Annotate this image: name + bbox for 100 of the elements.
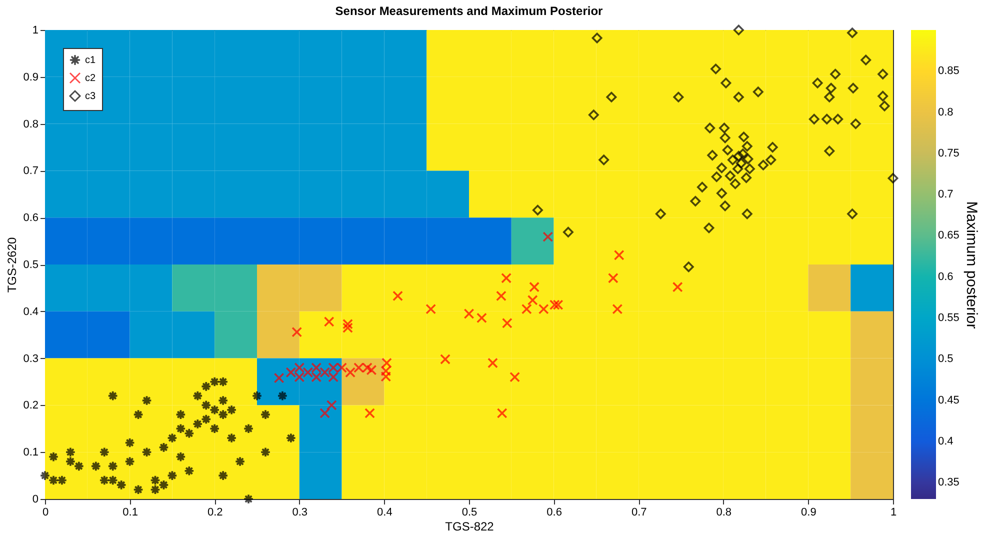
point [562, 226, 574, 238]
point [606, 92, 617, 102]
point [744, 164, 755, 174]
point [724, 170, 736, 182]
point [847, 208, 858, 220]
x-tick-label: 0.2 [207, 506, 223, 518]
x-tick-label: 0 [42, 506, 49, 518]
point [722, 144, 733, 156]
y-tick-label: 0.6 [23, 212, 38, 224]
point [832, 114, 844, 124]
point [733, 92, 744, 102]
point [608, 272, 618, 284]
point [690, 196, 701, 206]
point [532, 204, 543, 216]
point [476, 312, 487, 324]
x-tick-label: 0.9 [801, 506, 816, 518]
point [758, 160, 768, 170]
point [529, 282, 540, 292]
point [830, 68, 841, 80]
point [767, 142, 778, 152]
point [738, 132, 749, 142]
point [382, 358, 392, 368]
point [510, 372, 520, 382]
color-bar-label: 0.6 [938, 270, 954, 283]
color-bar-label: 0.65 [938, 230, 960, 242]
y-tick-label: 0.2 [23, 400, 38, 412]
x-tick-label: 0.3 [292, 506, 308, 518]
point [824, 146, 835, 156]
point [342, 318, 353, 330]
point [521, 304, 532, 314]
point [311, 372, 322, 382]
point [612, 304, 623, 314]
color-bar-title: Maximum posterior [963, 201, 980, 329]
point [324, 316, 334, 327]
point [598, 154, 610, 166]
y-axis-title: TGS-2620 [5, 236, 20, 293]
y-tick-label: 0.7 [23, 165, 38, 178]
legend-label: c1 [85, 55, 96, 66]
x-tick-label: 0.6 [546, 506, 562, 518]
point [711, 172, 722, 182]
point [696, 182, 708, 192]
point [683, 262, 694, 272]
point [538, 304, 549, 314]
point [824, 92, 835, 102]
point [292, 326, 302, 338]
color-bar-label: 0.85 [938, 65, 960, 78]
point [742, 154, 754, 164]
point [380, 366, 392, 376]
point [274, 372, 284, 384]
color-bar-label: 0.8 [938, 106, 954, 118]
y-tick-label: 0.9 [23, 71, 38, 84]
point [496, 408, 508, 418]
point [328, 372, 339, 382]
x-tick-label: 0.8 [716, 506, 732, 518]
point [720, 200, 730, 212]
point [488, 358, 498, 368]
point [741, 172, 752, 183]
point [294, 372, 305, 382]
chart-title: Sensor Measurements and Maximum Posterior [335, 4, 604, 18]
point [738, 148, 748, 160]
point [808, 114, 820, 124]
x-tick-label: 1 [890, 506, 897, 518]
point [311, 362, 322, 373]
point [733, 150, 744, 162]
point [549, 300, 560, 310]
y-tick-label: 0.8 [23, 118, 38, 130]
legend-label: c3 [85, 91, 96, 102]
point [286, 367, 296, 378]
point [720, 78, 732, 88]
point [822, 114, 832, 124]
point [878, 68, 888, 80]
point [673, 92, 684, 102]
point [345, 367, 356, 378]
point [716, 162, 727, 174]
point [847, 28, 858, 38]
point [704, 222, 714, 234]
y-tick-label: 1 [32, 24, 38, 36]
point [812, 78, 823, 88]
point [888, 172, 898, 184]
point [826, 82, 836, 94]
y-tick-label: 0 [32, 494, 38, 506]
x-tick-label: 0.1 [122, 506, 138, 518]
point [719, 122, 730, 134]
color-bar-label: 0.7 [938, 188, 954, 201]
point [502, 318, 512, 328]
point [879, 100, 890, 112]
color-bar-label: 0.35 [938, 476, 960, 489]
point [527, 294, 538, 306]
point [326, 400, 337, 410]
point [464, 308, 474, 319]
point [501, 272, 512, 284]
point [716, 188, 727, 198]
y-tick-label: 0.1 [23, 446, 38, 459]
point [733, 24, 744, 36]
point [588, 110, 599, 120]
point [496, 290, 506, 302]
point [552, 300, 564, 310]
point [848, 82, 858, 94]
color-bar-label: 0.45 [938, 394, 960, 406]
point [294, 362, 305, 373]
